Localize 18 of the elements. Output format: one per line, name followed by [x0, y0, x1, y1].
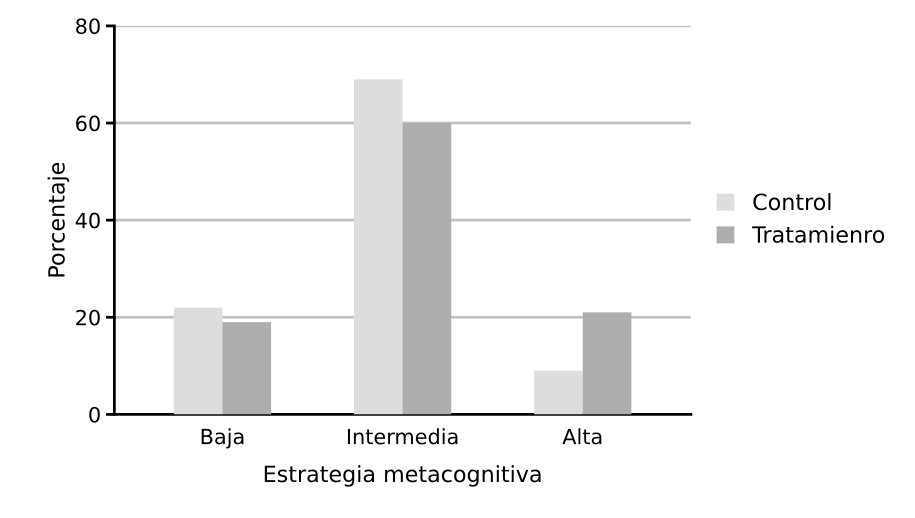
y-tick-label: 60 — [76, 115, 100, 132]
bar — [534, 370, 583, 414]
legend-label: Tratamienro — [752, 226, 884, 243]
bar — [222, 322, 272, 414]
y-tick-label: 80 — [76, 18, 100, 34]
y-tick-label: 20 — [76, 310, 100, 326]
x-axis-title: Estrategia metacognitiva — [264, 465, 541, 487]
legend-label: Control — [753, 193, 830, 210]
bar — [174, 308, 222, 414]
y-tick-label: 40 — [76, 212, 100, 228]
x-tick-label: Alta — [562, 428, 602, 444]
x-tick-label: Baja — [202, 428, 244, 448]
bar — [582, 312, 632, 414]
bar — [354, 79, 403, 414]
x-tick-label: Intermedia — [348, 428, 458, 444]
y-axis-title: Porcentaje — [48, 162, 70, 276]
bar — [402, 123, 452, 414]
y-tick-label: 0 — [89, 406, 100, 423]
